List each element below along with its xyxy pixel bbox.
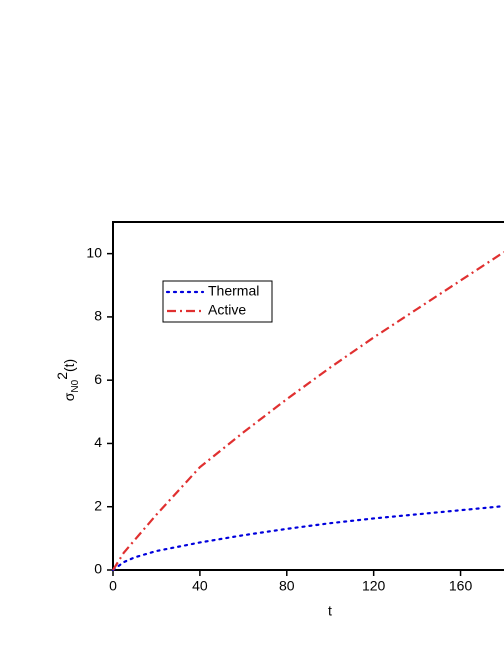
x-tick-label: 0 [109,578,117,594]
y-label-suffix: (t) [61,359,77,372]
y-tick-label: 6 [94,371,102,387]
y-tick-label: 10 [86,244,102,260]
y-tick-label: 2 [94,497,102,513]
y-tick-label: 4 [94,434,102,450]
series-line [112,251,504,571]
x-tick-label: 40 [192,578,208,594]
x-axis-label: t [328,603,332,619]
legend-label: Thermal [208,283,259,299]
x-tick-label: 160 [449,578,473,594]
y-label-superscript: 2 [54,372,70,380]
y-tick-label: 8 [94,308,102,324]
y-axis-label: σN02(t) [54,359,81,401]
x-tick-label: 80 [279,578,295,594]
series-line [111,504,504,572]
legend-label: Active [208,302,246,318]
y-tick-label: 0 [94,561,102,577]
x-tick-label: 120 [362,578,386,594]
plot-frame [112,221,504,571]
y-label-symbol: σ [61,392,77,401]
legend-box [162,280,273,323]
y-label-subscript: N0 [70,379,81,392]
